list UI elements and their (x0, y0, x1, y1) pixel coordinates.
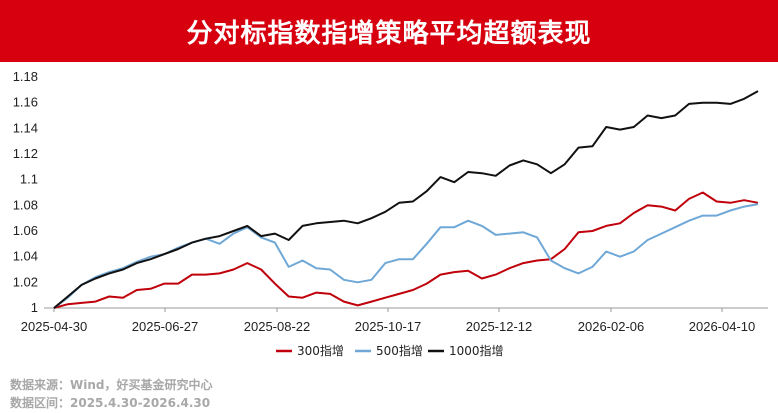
x-tick-label: 2025-08-22 (244, 319, 311, 334)
x-tick-label: 2025-06-27 (132, 319, 199, 334)
y-tick-label: 1.06 (13, 223, 38, 238)
footnote-source: 数据来源：Wind，好买基金研究中心 (10, 378, 213, 392)
x-tick-label: 2026-04-10 (689, 319, 756, 334)
title-bar: 分对标指数指增策略平均超额表现 (0, 0, 778, 62)
x-tick-label: 2025-10-17 (355, 319, 422, 334)
y-tick-label: 1 (31, 300, 38, 315)
legend-label-1000指增: 1000指增 (449, 343, 504, 358)
x-tick-label: 2025-04-30 (21, 319, 88, 334)
y-tick-label: 1.12 (13, 146, 38, 161)
legend-label-500指增: 500指增 (376, 343, 423, 358)
chart-title: 分对标指数指增策略平均超额表现 (186, 18, 592, 49)
footnote-range: 数据区间：2025.4.30-2026.4.30 (10, 396, 211, 410)
y-tick-label: 1.1 (20, 172, 38, 187)
series-line-300指增 (53, 191, 759, 309)
y-tick-label: 1.04 (13, 249, 38, 264)
y-tick-label: 1.16 (13, 95, 38, 110)
x-tick-label: 2026-02-06 (578, 319, 645, 334)
y-tick-label: 1.08 (13, 197, 38, 212)
y-tick-label: 1.18 (13, 69, 38, 84)
legend-label-300指增: 300指增 (297, 343, 344, 358)
series-line-1000指增 (53, 90, 759, 309)
x-tick-label: 2025-12-12 (466, 319, 533, 334)
line-chart: 1 1.02 1.04 1.06 1.08 1.1 1.12 1.14 1.16 1.18 2025… (13, 69, 768, 358)
y-tick-label: 1.02 (13, 274, 38, 289)
y-tick-label: 1.14 (13, 120, 38, 135)
